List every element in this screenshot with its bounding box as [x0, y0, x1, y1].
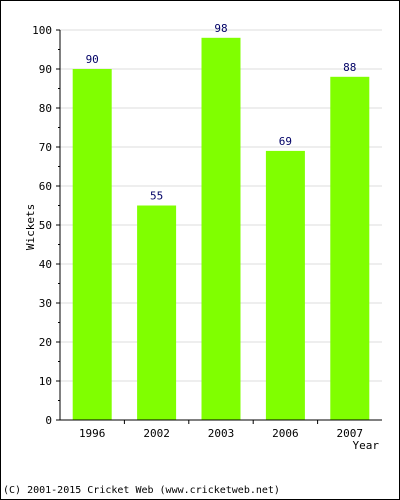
bars — [72, 37, 370, 421]
y-tick-label: 50 — [39, 219, 52, 232]
bar-2003 — [201, 37, 241, 421]
x-tick-label-2006: 2006 — [272, 427, 299, 440]
data-label-2003: 98 — [214, 22, 227, 35]
x-axis-label: Year — [353, 439, 380, 452]
y-tick-label: 70 — [39, 141, 52, 154]
x-tick-label-2007: 2007 — [337, 427, 364, 440]
x-tick-label-2002: 2002 — [143, 427, 170, 440]
axes: 0 10 20 30 40 50 60 70 80 90 100 1996 2002 2003 2006 20… — [32, 24, 382, 440]
bar-2006 — [265, 150, 305, 420]
data-labels: 90 55 98 69 88 — [86, 22, 357, 203]
x-tick-label-1996: 1996 — [79, 427, 106, 440]
y-tick-label: 90 — [39, 63, 52, 76]
y-tick-label: 60 — [39, 180, 52, 193]
y-tick-label: 80 — [39, 102, 52, 115]
y-tick-label: 40 — [39, 258, 52, 271]
bar-1996 — [72, 69, 112, 420]
data-label-2007: 88 — [343, 61, 356, 74]
bar-2007 — [330, 76, 370, 421]
y-tick-label: 0 — [45, 414, 52, 427]
data-label-1996: 90 — [86, 53, 99, 66]
y-tick-label: 20 — [39, 336, 52, 349]
y-axis-label: Wickets — [24, 204, 37, 250]
y-tick-label: 10 — [39, 375, 52, 388]
bar-2002 — [137, 205, 177, 420]
data-label-2002: 55 — [150, 190, 163, 203]
y-tick-label: 30 — [39, 297, 52, 310]
data-label-2006: 69 — [279, 135, 292, 148]
copyright-text: (C) 2001-2015 Cricket Web (www.cricketwe… — [3, 485, 280, 496]
x-tick-label-2003: 2003 — [208, 427, 235, 440]
y-tick-label: 100 — [32, 24, 52, 37]
